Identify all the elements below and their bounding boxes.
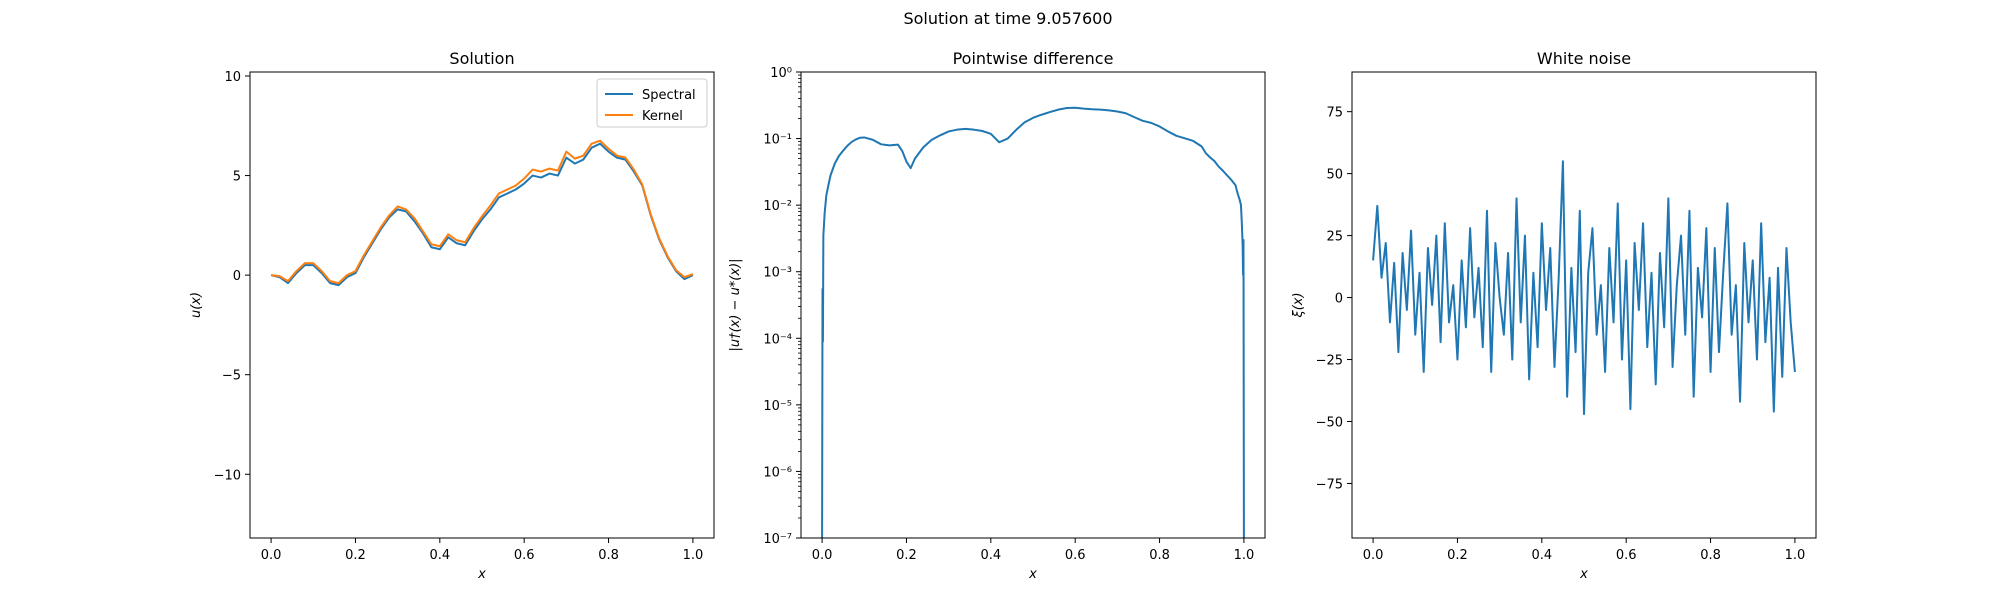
x-tick-label-noise: 0.6 xyxy=(1616,548,1637,563)
y-tick-label-difference: 10⁻⁶ xyxy=(763,465,792,480)
y-tick-label-difference: 10⁻⁵ xyxy=(763,399,792,414)
axes-solution: 0.0 0.2 0.4 0.6 0.8 1.0 −10 −5 0 5 10 Solution x u(x)… xyxy=(189,49,715,582)
y-tick-label-difference: 10⁰ xyxy=(770,66,792,81)
y-tick-label-solution: 10 xyxy=(224,70,241,85)
y-tick-label-noise: 50 xyxy=(1326,168,1343,183)
y-tick-label-solution: −5 xyxy=(222,369,241,384)
y-tick-label-difference: 10⁻¹ xyxy=(763,133,792,148)
axes-title-noise: White noise xyxy=(1537,49,1631,68)
x-tick-label-solution: 1.0 xyxy=(683,548,704,563)
legend-label-1: Spectral xyxy=(642,88,696,103)
y-tick-label-difference: 10⁻⁴ xyxy=(763,332,792,347)
axes-noise: 0.0 0.2 0.4 0.6 0.8 1.0 −75 −50 −25 0 25 50 75 White … xyxy=(1291,49,1817,582)
y-tick-label-noise: 25 xyxy=(1326,230,1343,245)
x-tick-label-solution: 0.8 xyxy=(598,548,619,563)
axes-frame-difference xyxy=(800,71,1266,539)
x-tick-label-noise: 1.0 xyxy=(1785,548,1806,563)
legend-solution: Spectral Kernel xyxy=(596,78,708,128)
x-tick-label-solution: 0.0 xyxy=(261,548,282,563)
subplots: 0.0 0.2 0.4 0.6 0.8 1.0−10−50510Solutionxu(x)… xyxy=(189,49,1817,582)
y-tick-label-difference: 10⁻² xyxy=(763,199,792,214)
x-tick-label-noise: 0.8 xyxy=(1700,548,1721,563)
axes-title-solution: Solution xyxy=(449,49,514,68)
y-axis-label-difference: |u†(x) − u*(x)| xyxy=(728,258,743,351)
x-tick-label-difference: 0.6 xyxy=(1065,548,1086,563)
y-tick-label-noise: −25 xyxy=(1316,354,1343,369)
y-tick-label-solution: −10 xyxy=(214,468,241,483)
y-tick-label-noise: −50 xyxy=(1316,416,1343,431)
x-tick-label-noise: 0.4 xyxy=(1531,548,1552,563)
y-axis-label-solution: u(x) xyxy=(189,292,204,318)
legend-label-2: Kernel xyxy=(642,109,683,124)
x-axis-label-noise: x xyxy=(1579,567,1588,582)
series-line-solution-1 xyxy=(270,142,694,287)
axes-frame-noise xyxy=(1351,71,1817,539)
x-tick-label-solution: 0.2 xyxy=(345,548,366,563)
axes-title-difference: Pointwise difference xyxy=(953,49,1114,68)
x-tick-label-difference: 0.0 xyxy=(812,548,833,563)
x-tick-label-noise: 0.0 xyxy=(1363,548,1384,563)
y-tick-label-difference: 10⁻⁷ xyxy=(763,532,792,547)
x-tick-label-difference: 0.4 xyxy=(980,548,1001,563)
y-tick-label-solution: 5 xyxy=(233,170,241,185)
y-tick-label-difference: 10⁻³ xyxy=(763,266,792,281)
x-axis-label-difference: x xyxy=(1028,567,1037,582)
x-tick-label-noise: 0.2 xyxy=(1447,548,1468,563)
axes-difference: 0.0 0.2 0.4 0.6 0.8 1.0 10⁻⁷ 10⁻⁶ 10⁻⁵ 10⁻⁴ 10⁻³ 10… xyxy=(728,49,1266,582)
axes-frame-solution xyxy=(249,71,715,539)
y-tick-label-noise: 0 xyxy=(1335,292,1343,307)
figure-suptitle: Solution at time 9.057600 xyxy=(903,9,1112,28)
x-tick-label-difference: 0.2 xyxy=(896,548,917,563)
x-tick-label-solution: 0.4 xyxy=(429,548,450,563)
series-line-solution-2 xyxy=(270,139,694,285)
x-tick-label-solution: 0.6 xyxy=(514,548,535,563)
series-line-difference-1 xyxy=(821,106,1245,538)
y-axis-label-noise: ξ(x) xyxy=(1291,292,1306,318)
series-line-noise-1 xyxy=(1372,160,1796,416)
x-tick-label-difference: 0.8 xyxy=(1149,548,1170,563)
y-tick-label-noise: −75 xyxy=(1316,477,1343,492)
x-tick-label-difference: 1.0 xyxy=(1234,548,1255,563)
y-tick-label-noise: 75 xyxy=(1326,106,1343,121)
y-tick-label-solution: 0 xyxy=(233,269,241,284)
x-axis-label-solution: x xyxy=(477,567,486,582)
